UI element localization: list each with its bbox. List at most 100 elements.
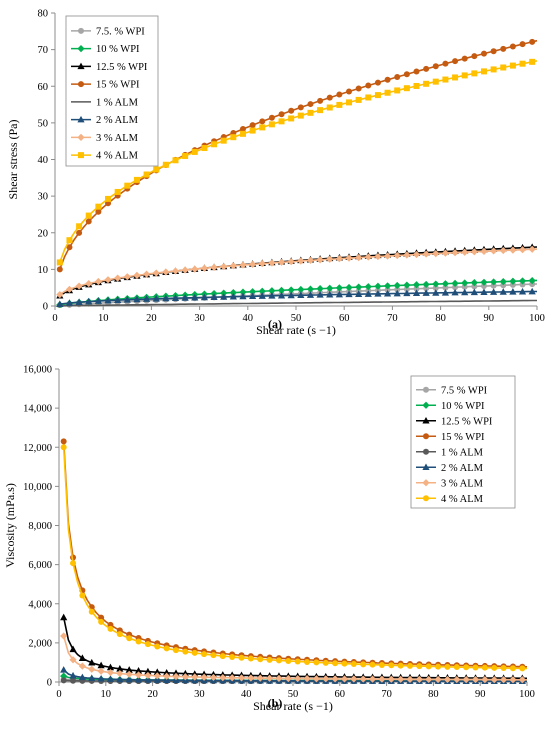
data-point [123, 273, 131, 281]
data-point [181, 673, 189, 681]
data-point [106, 668, 115, 677]
data-point [416, 663, 423, 670]
data-point [453, 664, 460, 671]
x-axis-label: Shear rate (s −1) [253, 699, 333, 713]
data-point [444, 663, 451, 670]
data-point [471, 53, 478, 60]
data-point [200, 673, 208, 681]
data-point [481, 676, 489, 684]
data-point [287, 291, 295, 299]
series-4-alm [60, 444, 528, 672]
data-point [172, 669, 180, 677]
data-point [394, 286, 401, 293]
legend-marker [77, 45, 85, 53]
legend-item: 10 % WPI [416, 401, 485, 412]
data-point [239, 292, 247, 300]
legend-marker [422, 479, 430, 487]
data-point [268, 259, 276, 267]
data-point [519, 281, 526, 288]
data-point [70, 560, 77, 567]
legend-label: 2 % ALM [96, 115, 139, 126]
legend-item: 10 % WPI [71, 44, 140, 55]
data-point [143, 171, 150, 178]
data-point [171, 294, 180, 302]
data-point [345, 290, 353, 298]
data-point [201, 145, 208, 152]
data-point [69, 645, 77, 653]
y-tick-label: 0 [43, 302, 48, 313]
data-point [461, 279, 469, 287]
data-point [210, 263, 218, 271]
data-point [201, 651, 208, 658]
data-point [452, 74, 459, 81]
data-point [107, 625, 114, 632]
data-point [350, 675, 358, 683]
data-point [383, 289, 392, 297]
data-point [518, 676, 526, 684]
data-point [434, 675, 442, 684]
data-point [480, 283, 487, 290]
data-point [326, 284, 334, 292]
data-point [432, 63, 439, 70]
data-point [384, 76, 391, 83]
data-point [94, 277, 102, 286]
data-point [528, 276, 536, 285]
data-point [65, 299, 74, 306]
legend-label: 4 % ALM [96, 151, 139, 162]
data-point [336, 101, 343, 108]
y-tick-label: 80 [38, 9, 49, 20]
data-point [403, 281, 411, 289]
data-point [181, 294, 189, 301]
data-point [287, 258, 295, 266]
legend-marker [78, 27, 84, 34]
data-point [316, 291, 324, 298]
data-point [106, 663, 115, 671]
legend-item: 12.5 % WPI [416, 416, 493, 427]
data-point [378, 661, 385, 668]
data-point [369, 661, 376, 668]
x-tick-label: 40 [243, 313, 254, 324]
data-point [425, 663, 432, 670]
data-point [162, 161, 169, 168]
data-point [442, 60, 449, 67]
x-tick-label: 80 [428, 689, 439, 700]
data-point [500, 676, 508, 684]
data-point [500, 282, 507, 289]
data-point [490, 48, 497, 55]
data-point [88, 674, 96, 682]
data-point [152, 294, 160, 302]
data-point [403, 85, 410, 92]
data-point [374, 290, 382, 297]
data-point [442, 76, 449, 83]
data-point [374, 282, 382, 290]
legend-label: 2 % ALM [441, 463, 484, 474]
data-point [509, 62, 516, 69]
data-point [451, 279, 459, 287]
data-point [499, 288, 507, 295]
data-point [229, 288, 237, 297]
data-point [422, 250, 430, 258]
data-point [472, 664, 479, 671]
data-point [258, 292, 266, 299]
y-tick-label: 0 [47, 678, 52, 689]
data-point [345, 254, 353, 262]
data-point [153, 668, 161, 676]
data-point [519, 41, 526, 48]
y-axis-label: Viscosity (mPa.s) [3, 483, 17, 568]
data-point [413, 68, 420, 75]
data-point [355, 96, 362, 103]
data-point [228, 674, 236, 682]
legend-marker [77, 62, 85, 70]
x-tick-label: 70 [381, 689, 392, 700]
data-point [76, 223, 83, 230]
data-point [60, 677, 67, 684]
data-point [268, 292, 276, 299]
x-tick-label: 100 [529, 313, 545, 324]
x-tick-label: 30 [194, 689, 205, 700]
data-point [162, 268, 170, 276]
series-2-alm [56, 287, 537, 307]
data-point [114, 274, 122, 282]
data-point [219, 674, 227, 682]
data-point [461, 248, 469, 256]
data-point [518, 246, 527, 254]
